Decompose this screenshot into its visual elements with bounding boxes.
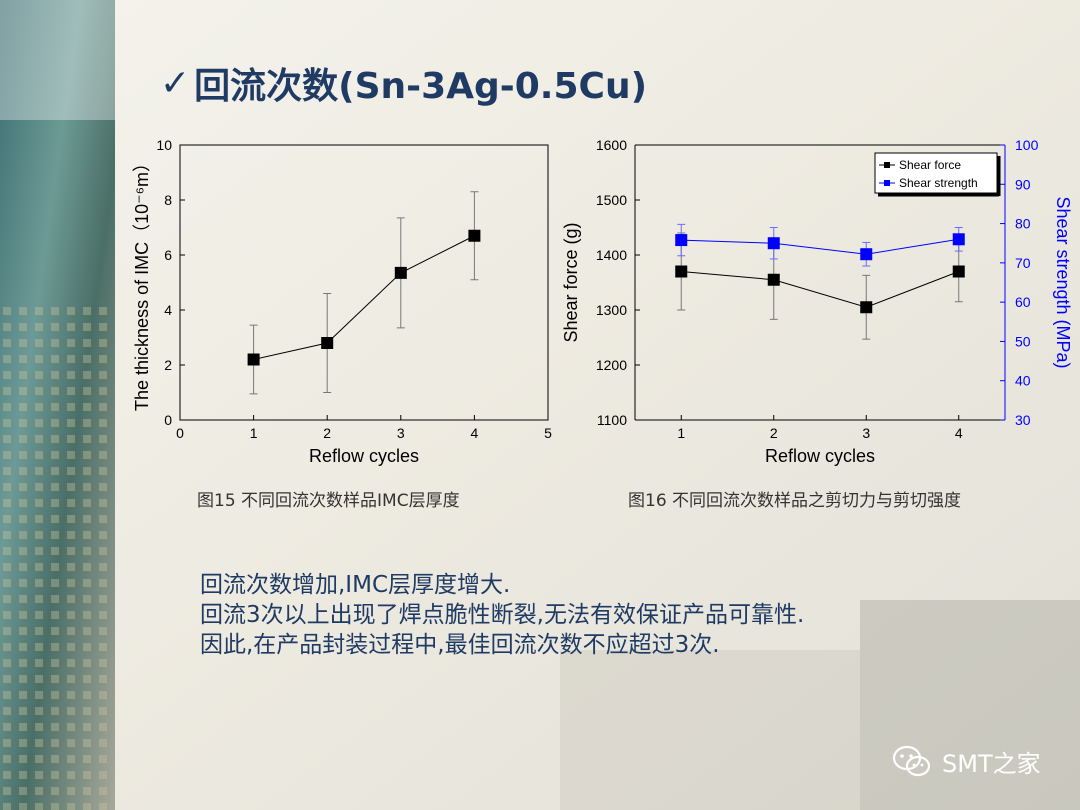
data-point	[321, 337, 334, 349]
watermark: SMT之家	[892, 744, 1041, 779]
body-line: 回流次数增加,IMC层厚度增大.	[200, 572, 511, 598]
slide-title-text: 回流次数(Sn-3Ag-0.5Cu)	[194, 66, 648, 107]
x-axis-label: Reflow cycles	[765, 446, 875, 466]
data-point	[247, 353, 260, 366]
series-line	[681, 238, 959, 255]
legend-box	[874, 152, 998, 194]
x-tick-label: 2	[323, 425, 331, 441]
x-axis-label: Reflow cycles	[309, 446, 419, 466]
data-point	[952, 233, 965, 246]
y-tick-label: 0	[164, 412, 172, 428]
y-tick-label: 4	[164, 302, 172, 318]
x-tick-label: 2	[770, 425, 778, 441]
y-tick-label: 1100	[597, 412, 627, 428]
figure-16-caption: 图16 不同回流次数样品之剪切力与剪切强度	[628, 491, 962, 511]
y-axis-label: The thickness of IMC（10⁻⁶m）	[132, 154, 152, 411]
x-tick-label: 4	[955, 425, 963, 441]
legend-label: Shear strength	[899, 176, 978, 190]
y-axis-label: Shear force (g)	[561, 222, 581, 342]
imc-thickness-plot: 0 1 2 3 4 5 0 2 4 6 8 10 Reflow cycles The thickness …	[132, 137, 552, 466]
series-line	[681, 271, 959, 308]
data-point	[860, 301, 873, 314]
data-point	[860, 248, 873, 261]
x-tick-label: 4	[471, 425, 479, 441]
y-tick-label: 8	[164, 192, 172, 208]
data-point	[952, 265, 965, 278]
body-line: 回流3次以上出现了焊点脆性断裂,无法有效保证产品可靠性.	[200, 602, 805, 628]
checkmark-icon: ✓	[160, 62, 191, 104]
y2-tick-label: 70	[1015, 255, 1031, 271]
y2-axis-label: Shear strength (MPa)	[1053, 196, 1073, 368]
y2-tick-label: 30	[1015, 412, 1031, 428]
y-tick-label: 1500	[596, 192, 627, 208]
x-tick-label: 0	[176, 425, 184, 441]
data-point	[767, 273, 780, 286]
data-point	[675, 234, 688, 247]
y2-tick-label: 40	[1015, 373, 1031, 389]
data-point	[394, 266, 407, 279]
watermark-text: SMT之家	[942, 750, 1041, 778]
shear-chart: 1 2 3 4 1100 1200 1300 1400 1500 1600 30 40 50 60 70 80…	[560, 130, 1080, 475]
y-tick-label: 1600	[596, 137, 627, 153]
y-tick-label: 2	[164, 357, 172, 373]
y-tick-label: 10	[156, 137, 172, 153]
data-point	[767, 237, 780, 250]
legend-label: Shear force	[899, 158, 961, 172]
y-tick-label: 1300	[596, 302, 627, 318]
y-tick-label: 6	[164, 247, 172, 263]
body-line: 因此,在产品封装过程中,最佳回流次数不应超过3次.	[200, 632, 720, 658]
body-text: 回流次数增加,IMC层厚度增大. 回流3次以上出现了焊点脆性断裂,无法有效保证产…	[200, 570, 804, 660]
plot-frame	[179, 144, 549, 421]
y-tick-label: 1200	[596, 357, 627, 373]
legend-marker	[884, 180, 890, 186]
x-tick-label: 3	[397, 425, 405, 441]
legend-marker	[884, 162, 890, 168]
imc-thickness-chart: 0 1 2 3 4 5 0 2 4 6 8 10 Reflow cycles The thickness …	[120, 130, 570, 475]
x-tick-label: 1	[677, 425, 685, 441]
y2-tick-label: 60	[1015, 294, 1031, 310]
series-line	[253, 235, 475, 360]
x-tick-label: 3	[862, 425, 870, 441]
slide-title: ✓ 回流次数(Sn-3Ag-0.5Cu)	[160, 58, 647, 108]
y2-tick-label: 50	[1015, 333, 1031, 349]
figure-15-caption: 图15 不同回流次数样品IMC层厚度	[197, 491, 460, 511]
wechat-icon	[892, 745, 931, 776]
x-tick-label: 5	[544, 425, 552, 441]
y2-tick-label: 80	[1015, 216, 1031, 232]
y-tick-label: 1400	[596, 247, 627, 263]
y2-tick-label: 100	[1015, 137, 1039, 153]
y2-tick-label: 90	[1015, 176, 1031, 192]
data-point	[468, 229, 481, 242]
x-tick-label: 1	[250, 425, 258, 441]
shear-plot: 1 2 3 4 1100 1200 1300 1400 1500 1600 30 40 50 60 70 80…	[561, 137, 1073, 466]
data-point	[675, 265, 688, 278]
